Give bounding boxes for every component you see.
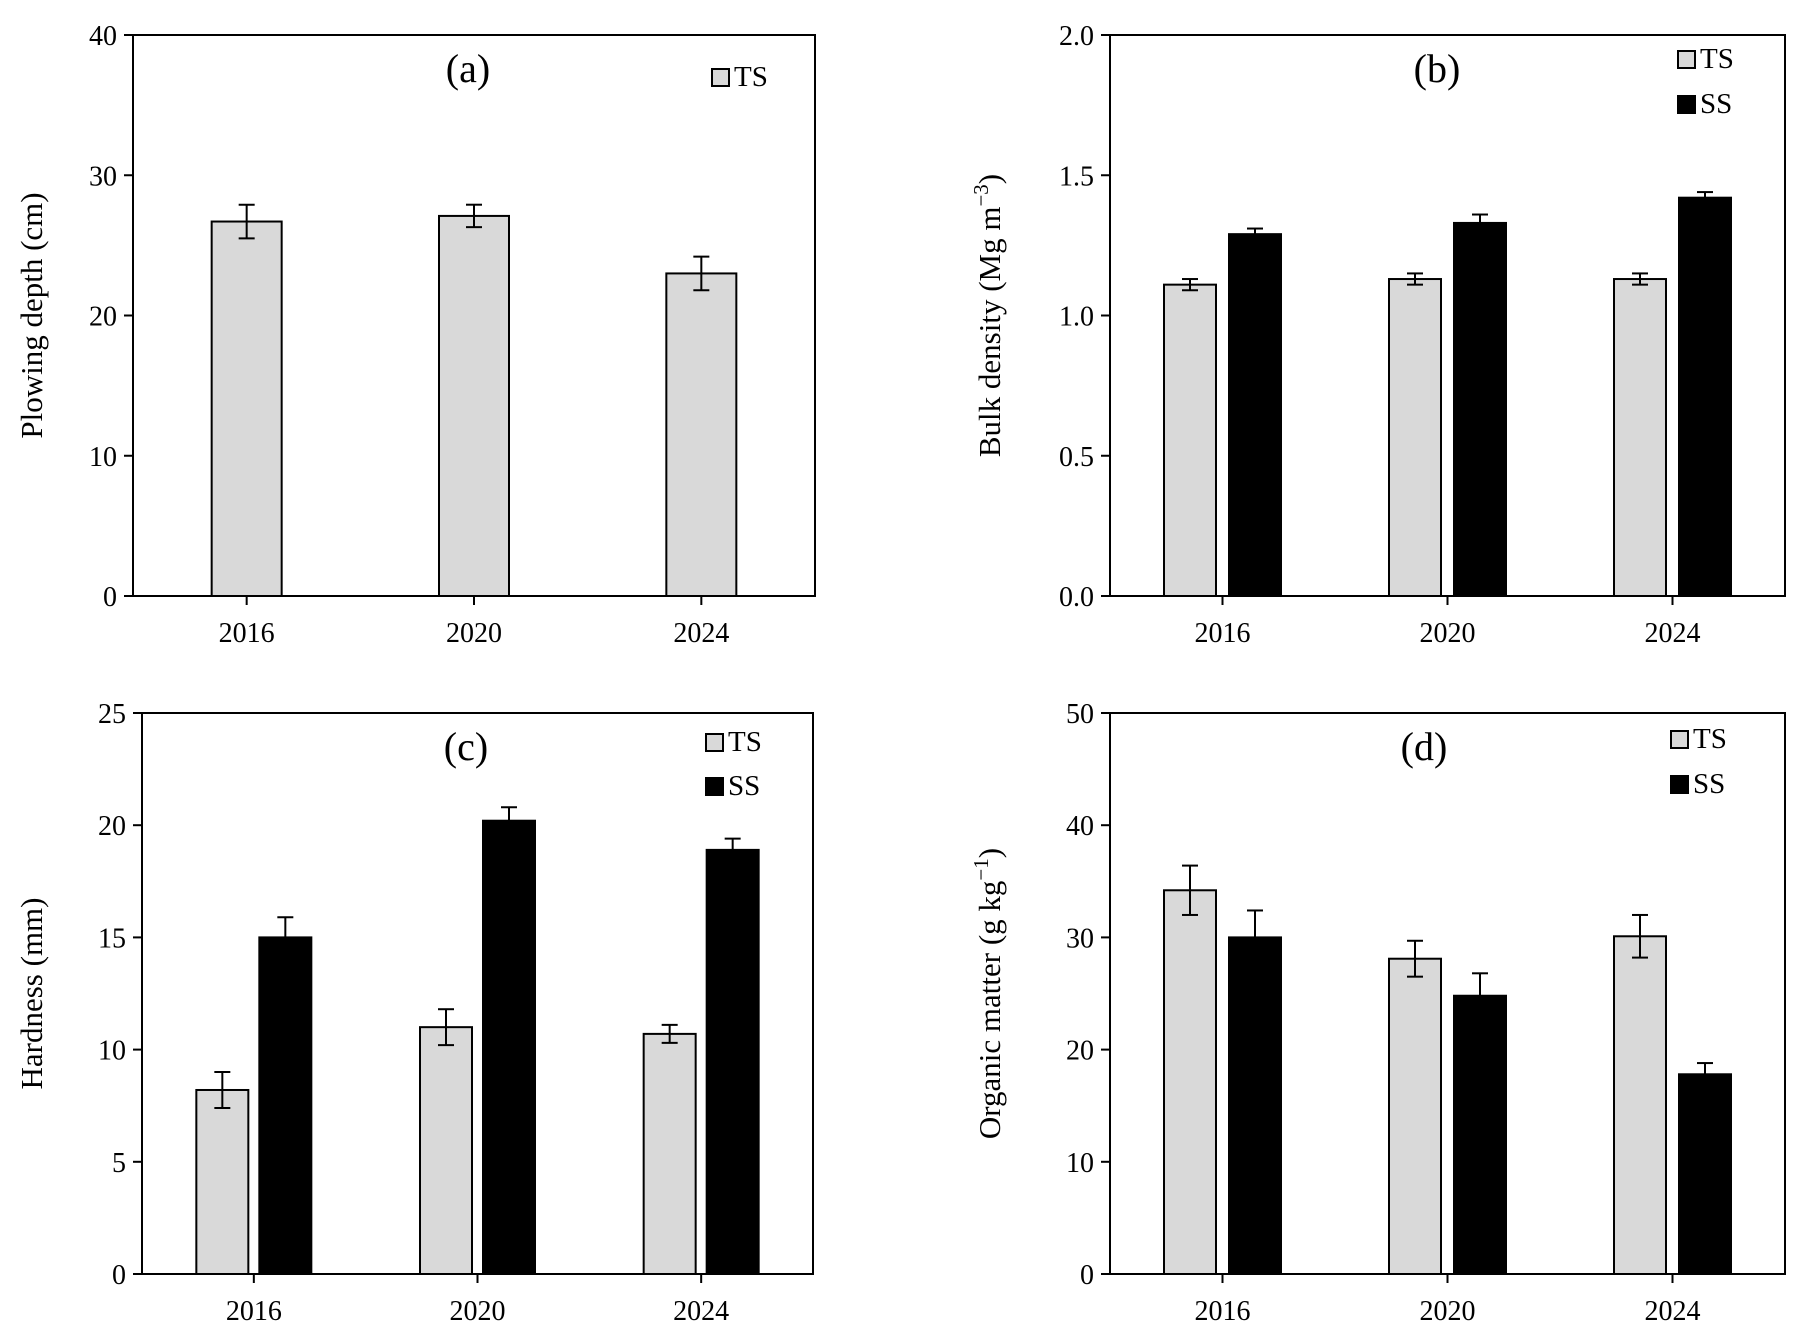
y-tick-label: 5 bbox=[112, 1148, 126, 1179]
bar-ss-2020 bbox=[1453, 221, 1507, 597]
legend-label-ss: SS bbox=[728, 770, 760, 802]
x-tick-label: 2024 bbox=[673, 1296, 729, 1327]
x-tick-label: 2016 bbox=[219, 618, 275, 649]
y-tick-label: 20 bbox=[98, 811, 126, 842]
y-tick-label: 15 bbox=[98, 923, 126, 954]
x-tick-label: 2024 bbox=[673, 618, 729, 649]
x-tick-label: 2016 bbox=[226, 1296, 282, 1327]
y-tick-label: 0 bbox=[112, 1260, 126, 1291]
bar-ss-2024 bbox=[1678, 196, 1732, 597]
chart-panel-a: 0 10 20 30 40 2016 2020 2024 Plowing depth (cm) (… bbox=[14, 21, 816, 649]
bar-ts-2016 bbox=[1163, 283, 1217, 597]
legend-swatch-ss bbox=[1670, 775, 1689, 794]
y-tick-label: 20 bbox=[89, 302, 117, 333]
bar-ss-2024 bbox=[1678, 1073, 1732, 1276]
x-tick-label: 2020 bbox=[446, 618, 502, 649]
x-tick-label: 2020 bbox=[1420, 618, 1476, 649]
y-tick-label: 0.5 bbox=[1059, 442, 1094, 473]
y-axis-label: Hardness (mm) bbox=[14, 898, 49, 1090]
bar-ts-2020 bbox=[438, 214, 510, 598]
y-tick-label: 40 bbox=[89, 21, 117, 52]
bar-ts-2024 bbox=[642, 1032, 697, 1275]
y-tick-label: 20 bbox=[1066, 1036, 1094, 1067]
x-tick-label: 2024 bbox=[1645, 618, 1701, 649]
y-tick-label: 2.0 bbox=[1059, 21, 1094, 52]
y-axis-label: Plowing depth (cm) bbox=[14, 192, 49, 438]
bar-ts-2020 bbox=[1388, 278, 1442, 597]
x-tick-label: 2020 bbox=[1420, 1296, 1476, 1327]
bar-ts-2024 bbox=[1613, 935, 1667, 1275]
x-tick-label: 2024 bbox=[1645, 1296, 1701, 1327]
panel-label: (d) bbox=[1401, 724, 1448, 769]
bar-ts-2016 bbox=[195, 1088, 250, 1275]
panel-label: (a) bbox=[446, 46, 490, 91]
y-tick-label: 0 bbox=[103, 582, 117, 613]
legend-label-ts: TS bbox=[1693, 723, 1727, 755]
bar-ts-2016 bbox=[210, 220, 283, 597]
legend-swatch-ss bbox=[705, 777, 724, 796]
legend-label-ss: SS bbox=[1693, 768, 1725, 800]
bar-ss-2016 bbox=[1228, 233, 1282, 597]
bar-ts-2016 bbox=[1163, 889, 1217, 1275]
chart-panel-d: 0 10 20 30 40 50 2016 2020 2024 Organic matter (g… bbox=[969, 699, 1786, 1327]
legend-label-ts: TS bbox=[734, 61, 768, 93]
y-tick-label: 50 bbox=[1066, 699, 1094, 730]
x-tick-label: 2016 bbox=[1195, 618, 1251, 649]
panel-label: (b) bbox=[1414, 46, 1461, 91]
legend-label-ts: TS bbox=[1700, 43, 1734, 75]
y-axis-label: Organic matter (g kg−1) bbox=[969, 848, 1007, 1139]
bar-ts-2020 bbox=[1388, 957, 1442, 1276]
legend-swatch-ts bbox=[705, 733, 724, 752]
panel-label: (c) bbox=[444, 724, 488, 769]
bar-ss-2024 bbox=[705, 848, 760, 1275]
y-tick-label: 30 bbox=[1066, 923, 1094, 954]
y-tick-label: 30 bbox=[89, 161, 117, 192]
legend-swatch-ss bbox=[1677, 95, 1696, 114]
y-tick-label: 0 bbox=[1080, 1260, 1094, 1291]
y-axis-label: Bulk density (Mg m−3) bbox=[969, 174, 1007, 457]
chart-panel-c: 0 5 10 15 20 25 2016 2020 2024 Hardness (mm) (c) TS… bbox=[14, 699, 814, 1327]
x-tick-label: 2020 bbox=[450, 1296, 506, 1327]
y-tick-label: 25 bbox=[98, 699, 126, 730]
x-tick-label: 2016 bbox=[1195, 1296, 1251, 1327]
y-tick-label: 10 bbox=[1066, 1148, 1094, 1179]
y-tick-label: 40 bbox=[1066, 811, 1094, 842]
legend-swatch-ts bbox=[1670, 730, 1689, 749]
y-tick-label: 1.5 bbox=[1059, 161, 1094, 192]
bar-ss-2016 bbox=[258, 936, 313, 1276]
bar-ss-2020 bbox=[482, 819, 536, 1275]
legend-label-ts: TS bbox=[728, 726, 762, 758]
bar-ss-2016 bbox=[1228, 936, 1282, 1276]
legend-label-ss: SS bbox=[1700, 88, 1732, 120]
chart-panel-b: 0.0 0.5 1.0 1.5 2.0 2016 2020 2024 Bulk density … bbox=[969, 21, 1786, 649]
bar-ts-2024 bbox=[1613, 278, 1667, 597]
bar-ts-2024 bbox=[665, 272, 738, 597]
legend-swatch-ts bbox=[711, 68, 730, 87]
y-tick-label: 10 bbox=[98, 1036, 126, 1067]
bar-ss-2020 bbox=[1453, 994, 1507, 1276]
y-tick-label: 1.0 bbox=[1059, 302, 1094, 333]
y-tick-label: 0.0 bbox=[1059, 582, 1094, 613]
bar-ts-2020 bbox=[419, 1026, 473, 1276]
y-tick-label: 10 bbox=[89, 442, 117, 473]
legend-swatch-ts bbox=[1677, 50, 1696, 69]
